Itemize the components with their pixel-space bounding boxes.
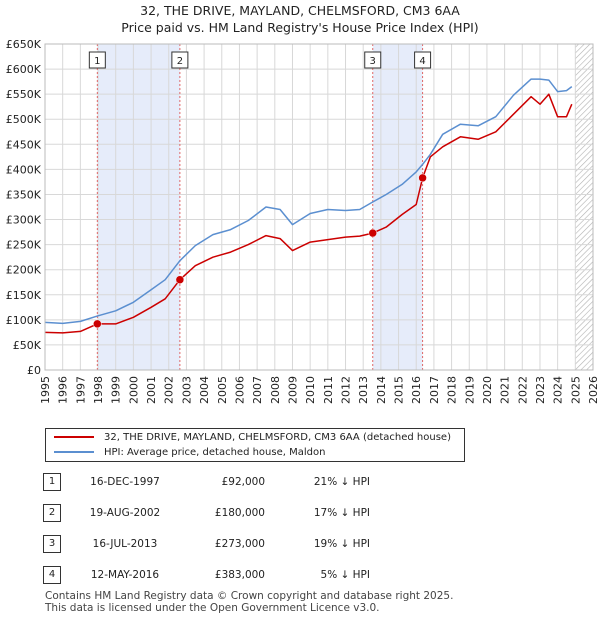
x-tick-label: 2022 xyxy=(516,376,529,404)
y-tick-label: £550K xyxy=(6,88,42,101)
sale-marker-box xyxy=(364,51,382,69)
x-tick-label: 2023 xyxy=(534,376,547,404)
sale-marker-label: 2 xyxy=(177,56,183,67)
sale-marker-label: 1 xyxy=(94,56,100,67)
legend-item-hpi: HPI: Average price, detached house, Mald… xyxy=(54,446,325,460)
x-tick-label: 1996 xyxy=(57,376,70,404)
y-tick-label: £600K xyxy=(6,63,42,76)
hpi-line-swatch xyxy=(54,451,94,453)
sale-marker-box xyxy=(414,51,432,69)
x-tick-label: 2009 xyxy=(287,376,300,404)
sale-row: 1 16-DEC-1997 £92,000 21% ↓ HPI xyxy=(0,472,600,492)
sale-marker-label: 4 xyxy=(419,56,425,67)
sale-row: 4 12-MAY-2016 £383,000 5% ↓ HPI xyxy=(0,565,600,585)
sale-number-badge: 1 xyxy=(43,473,61,491)
sale-price: £383,000 xyxy=(214,569,265,581)
sale-number-badge: 2 xyxy=(43,504,61,522)
footer-line-2: This data is licensed under the Open Gov… xyxy=(45,602,380,614)
x-tick-label: 2026 xyxy=(587,376,600,404)
sale-hpi-diff: 17% ↓ HPI xyxy=(313,507,370,519)
sale-point xyxy=(368,228,377,238)
x-tick-label: 2016 xyxy=(410,376,423,404)
footer: Contains HM Land Registry data © Crown c… xyxy=(45,590,453,614)
x-tick-label: 2024 xyxy=(552,376,565,404)
sale-hpi-diff: 5% ↓ HPI xyxy=(320,569,370,581)
chart-title: 32, THE DRIVE, MAYLAND, CHELMSFORD, CM3 … xyxy=(0,2,600,36)
y-tick-label: £200K xyxy=(6,264,42,277)
x-tick-label: 2011 xyxy=(322,376,335,404)
y-tick-label: £300K xyxy=(6,214,42,227)
sale-period-shade xyxy=(372,44,423,370)
x-tick-label: 2000 xyxy=(127,376,140,404)
sale-marker-label: 3 xyxy=(370,56,376,67)
sale-hpi-diff: 21% ↓ HPI xyxy=(313,476,370,488)
x-tick-label: 1999 xyxy=(110,376,123,404)
x-tick-label: 2002 xyxy=(163,376,176,404)
x-tick-label: 2019 xyxy=(463,376,476,404)
x-tick-label: 2012 xyxy=(340,376,353,404)
x-tick-label: 2008 xyxy=(269,376,282,404)
legend-property-label: 32, THE DRIVE, MAYLAND, CHELMSFORD, CM3 … xyxy=(104,432,451,443)
title-line-2: Price paid vs. HM Land Registry's House … xyxy=(121,20,479,35)
price-chart: 1 2 3 4 £0 £50K £100K £150K £200K £250K £300K £350K… xyxy=(6,38,600,404)
y-tick-label: £100K xyxy=(6,314,42,327)
sale-row: 2 19-AUG-2002 £180,000 17% ↓ HPI xyxy=(0,503,600,523)
y-tick-label: £0 xyxy=(27,364,41,377)
sale-date: 16-DEC-1997 xyxy=(90,476,160,488)
footer-line-1: Contains HM Land Registry data © Crown c… xyxy=(45,590,454,602)
legend-item-property: 32, THE DRIVE, MAYLAND, CHELMSFORD, CM3 … xyxy=(54,431,451,445)
series-line xyxy=(44,78,573,325)
x-tick-label: 2020 xyxy=(481,376,494,404)
sale-hpi-diff: 19% ↓ HPI xyxy=(313,538,370,550)
sale-date: 19-AUG-2002 xyxy=(89,507,161,519)
property-line-swatch xyxy=(54,436,94,438)
y-tick-label: £250K xyxy=(6,239,42,252)
y-tick-label: £400K xyxy=(6,163,42,176)
sale-point xyxy=(93,319,102,329)
x-tick-label: 2004 xyxy=(198,376,211,404)
plot-border xyxy=(44,43,594,371)
y-tick-label: £150K xyxy=(6,289,42,302)
sale-number-badge: 3 xyxy=(43,535,61,553)
legend-hpi-label: HPI: Average price, detached house, Mald… xyxy=(104,447,326,458)
y-tick-label: £650K xyxy=(6,38,42,51)
series-line xyxy=(44,93,573,334)
x-tick-label: 2007 xyxy=(251,376,264,404)
sale-marker-box xyxy=(88,51,106,69)
title-line-1: 32, THE DRIVE, MAYLAND, CHELMSFORD, CM3 … xyxy=(140,3,460,18)
sale-price: £180,000 xyxy=(214,507,265,519)
x-tick-label: 2010 xyxy=(304,376,317,404)
forecast-hatch xyxy=(575,44,593,370)
x-tick-label: 2018 xyxy=(446,376,459,404)
y-tick-label: £350K xyxy=(6,188,42,201)
x-tick-label: 1997 xyxy=(74,376,87,404)
x-tick-label: 2003 xyxy=(180,376,193,404)
x-tick-label: 2014 xyxy=(375,376,388,404)
x-tick-label: 2001 xyxy=(145,376,158,404)
y-tick-label: £450K xyxy=(6,138,42,151)
sale-price: £92,000 xyxy=(221,476,265,488)
y-tick-label: £50K xyxy=(13,339,42,352)
sale-period-shade xyxy=(97,44,180,370)
x-tick-label: 2021 xyxy=(499,376,512,404)
legend: 32, THE DRIVE, MAYLAND, CHELMSFORD, CM3 … xyxy=(45,428,465,462)
sale-number-badge: 4 xyxy=(43,566,61,584)
sale-price: £273,000 xyxy=(214,538,265,550)
sale-marker-box xyxy=(171,51,189,69)
sale-row: 3 16-JUL-2013 £273,000 19% ↓ HPI xyxy=(0,534,600,554)
x-tick-label: 2006 xyxy=(234,376,247,404)
sale-date: 12-MAY-2016 xyxy=(90,569,160,581)
x-tick-label: 2025 xyxy=(569,376,582,404)
sale-point xyxy=(175,275,185,284)
x-tick-label: 1998 xyxy=(92,376,105,404)
x-tick-label: 2013 xyxy=(357,376,370,404)
sale-point xyxy=(418,173,427,183)
x-tick-label: 2005 xyxy=(216,376,229,404)
x-tick-label: 1995 xyxy=(39,376,52,404)
y-tick-label: £500K xyxy=(6,113,42,126)
x-tick-label: 2017 xyxy=(428,376,441,404)
x-tick-label: 2015 xyxy=(393,376,406,404)
sale-date: 16-JUL-2013 xyxy=(92,538,158,550)
